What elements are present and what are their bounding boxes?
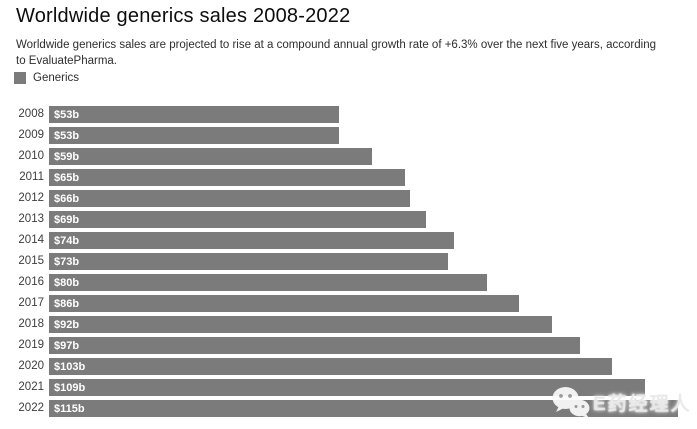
year-label-2020: 2020 — [18, 360, 44, 372]
page-title: Worldwide generics sales 2008-2022 — [16, 5, 351, 27]
bar-track: $97b — [49, 335, 678, 356]
bar-value-label: $86b — [54, 297, 80, 310]
bar-track: $59b — [49, 146, 678, 167]
bar-track: $115b — [49, 398, 678, 419]
bar-2014: $74b — [49, 232, 454, 249]
bar-value-label: $66b — [54, 192, 80, 205]
bar-2017: $86b — [49, 295, 520, 312]
bar-value-label: $92b — [54, 318, 80, 331]
year-label-2022: 2022 — [18, 402, 44, 414]
bar-value-label: $69b — [54, 213, 80, 226]
year-label-2010: 2010 — [18, 150, 44, 162]
year-label-2021: 2021 — [18, 381, 44, 393]
bar-track: $73b — [49, 251, 678, 272]
year-label-2018: 2018 — [18, 318, 44, 330]
bar-2018: $92b — [49, 316, 553, 333]
year-label-2017: 2017 — [18, 297, 44, 309]
table-row: 2016 $80b — [0, 272, 678, 293]
bar-track: $65b — [49, 167, 678, 188]
bar-value-label: $53b — [54, 129, 80, 142]
bar-2015: $73b — [49, 253, 449, 270]
bar-track: $74b — [49, 230, 678, 251]
table-row: 2012 $66b — [0, 188, 678, 209]
table-row: 2022 $115b — [0, 398, 678, 419]
bar-track: $53b — [49, 125, 678, 146]
table-row: 2020 $103b — [0, 356, 678, 377]
table-row: 2014 $74b — [0, 230, 678, 251]
table-row: 2009 $53b — [0, 125, 678, 146]
bar-value-label: $80b — [54, 276, 80, 289]
bar-2013: $69b — [49, 211, 427, 228]
bar-value-label: $74b — [54, 234, 80, 247]
bar-rows: 2008 $53b 2009 $53b 2010 $59b 2011 $65b 2012 $66b… — [0, 104, 678, 419]
chart-subtitle: Worldwide generics sales are projected t… — [16, 39, 656, 67]
bar-track: $80b — [49, 272, 678, 293]
legend-swatch-generics — [14, 72, 26, 84]
year-label-2009: 2009 — [18, 129, 44, 141]
bar-2012: $66b — [49, 190, 410, 207]
table-row: 2019 $97b — [0, 335, 678, 356]
bar-2022: $115b — [49, 400, 678, 417]
bar-value-label: $103b — [54, 360, 86, 373]
table-row: 2021 $109b — [0, 377, 678, 398]
year-label-2014: 2014 — [18, 234, 44, 246]
legend-label: Generics — [33, 72, 80, 84]
bar-track: $69b — [49, 209, 678, 230]
bar-2019: $97b — [49, 337, 580, 354]
chart-legend: Generics — [14, 72, 79, 84]
bar-2020: $103b — [49, 358, 613, 375]
year-label-2015: 2015 — [18, 255, 44, 267]
year-label-2016: 2016 — [18, 276, 44, 288]
table-row: 2011 $65b — [0, 167, 678, 188]
table-row: 2018 $92b — [0, 314, 678, 335]
year-label-2011: 2011 — [19, 171, 44, 183]
bar-2021: $109b — [49, 379, 646, 396]
bar-track: $86b — [49, 293, 678, 314]
table-row: 2008 $53b — [0, 104, 678, 125]
bar-track: $66b — [49, 188, 678, 209]
year-label-2008: 2008 — [18, 108, 44, 120]
bar-value-label: $109b — [54, 381, 86, 394]
bar-value-label: $65b — [54, 171, 80, 184]
year-label-2019: 2019 — [18, 339, 44, 351]
year-label-2013: 2013 — [18, 213, 44, 225]
bar-value-label: $97b — [54, 339, 80, 352]
bar-2008: $53b — [49, 106, 339, 123]
bar-2010: $59b — [49, 148, 372, 165]
table-row: 2017 $86b — [0, 293, 678, 314]
bar-value-label: $73b — [54, 255, 80, 268]
bar-value-label: $53b — [54, 108, 80, 121]
bar-value-label: $115b — [54, 402, 85, 415]
table-row: 2013 $69b — [0, 209, 678, 230]
bar-2011: $65b — [49, 169, 405, 186]
bar-track: $109b — [49, 377, 678, 398]
bar-2009: $53b — [49, 127, 339, 144]
table-row: 2015 $73b — [0, 251, 678, 272]
bar-track: $92b — [49, 314, 678, 335]
bar-track: $53b — [49, 104, 678, 125]
year-label-2012: 2012 — [18, 192, 44, 204]
bar-2016: $80b — [49, 274, 487, 291]
bar-value-label: $59b — [54, 150, 80, 163]
table-row: 2010 $59b — [0, 146, 678, 167]
bar-track: $103b — [49, 356, 678, 377]
